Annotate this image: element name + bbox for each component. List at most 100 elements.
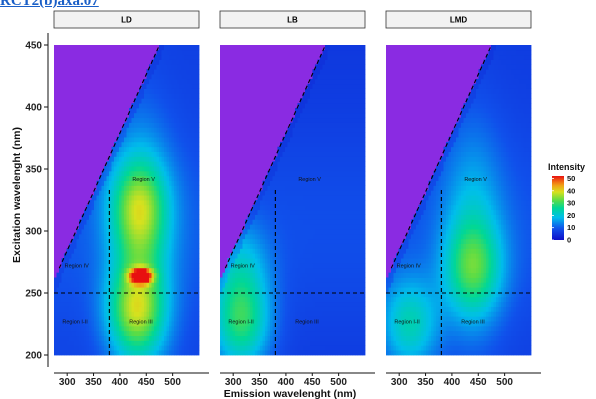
heatmap-cell — [327, 146, 331, 152]
heatmap-cell — [257, 248, 261, 254]
heatmap-cell — [327, 330, 331, 337]
heatmap-cell — [159, 224, 162, 230]
heatmap-cell — [166, 54, 170, 60]
heatmap-cell — [151, 185, 155, 191]
heatmap-cell — [327, 316, 331, 322]
heatmap-cell — [265, 287, 268, 293]
heatmap-cell — [149, 103, 152, 109]
heatmap-cell — [176, 209, 180, 215]
heatmap-cell — [189, 282, 192, 288]
heatmap-cell — [184, 180, 187, 186]
heatmap-cell — [300, 132, 303, 138]
heatmap-cell — [69, 350, 72, 356]
heatmap-cell — [302, 311, 306, 317]
heatmap-cell — [227, 335, 231, 341]
heatmap-cell — [322, 248, 326, 254]
heatmap-cell — [184, 69, 187, 75]
heatmap-cell — [315, 200, 318, 206]
heatmap-cell — [325, 330, 328, 337]
heatmap-cell — [89, 209, 92, 215]
heatmap-cell — [121, 306, 125, 312]
heatmap-cell — [176, 306, 180, 312]
heatmap-cell — [79, 253, 82, 259]
heatmap-cell — [144, 161, 147, 167]
heatmap-cell — [260, 262, 263, 269]
heatmap-cell — [307, 170, 311, 177]
heatmap-cell — [302, 132, 306, 138]
heatmap-cell — [181, 161, 185, 167]
heatmap-cell — [310, 219, 313, 225]
heatmap-cell — [114, 166, 117, 172]
heatmap-cell — [292, 166, 296, 172]
heatmap-cell — [74, 345, 77, 351]
heatmap-cell — [134, 267, 137, 274]
heatmap-cell — [94, 296, 97, 303]
heatmap-cell — [141, 132, 145, 138]
heatmap-cell — [191, 117, 195, 123]
heatmap-cell — [342, 262, 346, 269]
heatmap-cell — [131, 175, 135, 182]
heatmap-cell — [169, 287, 172, 293]
heatmap-cell — [116, 229, 120, 235]
heatmap-cell — [124, 282, 127, 288]
heatmap-cell — [126, 200, 130, 206]
heatmap-cell — [242, 292, 246, 298]
heatmap-cell — [300, 330, 303, 337]
heatmap-cell — [300, 141, 303, 148]
heatmap-cell — [159, 78, 162, 85]
heatmap-cell — [124, 195, 127, 201]
heatmap-cell — [181, 180, 185, 186]
heatmap-cell — [154, 306, 157, 312]
heatmap-cell — [287, 175, 291, 182]
heatmap-cell — [144, 229, 147, 235]
heatmap-cell — [302, 190, 306, 196]
heatmap-cell — [189, 49, 192, 56]
heatmap-cell — [146, 330, 150, 337]
heatmap-cell — [114, 238, 117, 244]
heatmap-cell — [144, 350, 147, 356]
heatmap-cell — [144, 214, 147, 220]
heatmap-cell — [164, 330, 167, 337]
heatmap-cell — [342, 209, 346, 215]
heatmap-cell — [189, 83, 192, 89]
heatmap-cell — [134, 316, 137, 322]
heatmap-cell — [151, 146, 155, 152]
heatmap-cell — [330, 204, 333, 211]
heatmap-cell — [280, 316, 283, 322]
heatmap-cell — [260, 258, 263, 264]
heatmap-cell — [129, 330, 132, 337]
heatmap-cell — [302, 350, 306, 356]
heatmap-cell — [340, 282, 343, 288]
heatmap-cell — [124, 340, 127, 346]
heatmap-cell — [189, 233, 192, 240]
heatmap-cell — [305, 229, 308, 235]
heatmap-cell — [230, 258, 233, 264]
heatmap-cell — [169, 267, 172, 274]
heatmap-cell — [265, 219, 268, 225]
heatmap-cell — [265, 296, 268, 303]
heatmap-cell — [317, 69, 321, 75]
heatmap-cell — [297, 166, 301, 172]
heatmap-cell — [315, 209, 318, 215]
heatmap-cell — [94, 204, 97, 211]
heatmap-cell — [320, 267, 323, 274]
heatmap-cell — [69, 248, 72, 254]
heatmap-cell — [315, 190, 318, 196]
header-link[interactable]: RCT2(b)axa.07 — [0, 0, 99, 9]
heatmap-cell — [134, 170, 137, 177]
heatmap-cell — [116, 311, 120, 317]
heatmap-cell — [96, 267, 100, 274]
heatmap-cell — [237, 238, 241, 244]
heatmap-cell — [154, 238, 157, 244]
heatmap-cell — [149, 122, 152, 128]
heatmap-cell — [255, 316, 258, 322]
heatmap-cell — [174, 107, 177, 114]
heatmap-cell — [260, 243, 263, 249]
heatmap-cell — [124, 161, 127, 167]
heatmap-cell — [104, 224, 107, 230]
heatmap-cell — [330, 161, 333, 167]
heatmap-cell — [111, 156, 115, 162]
heatmap-cell — [275, 292, 278, 298]
heatmap-cell — [166, 156, 170, 162]
heatmap-cell — [131, 325, 135, 332]
